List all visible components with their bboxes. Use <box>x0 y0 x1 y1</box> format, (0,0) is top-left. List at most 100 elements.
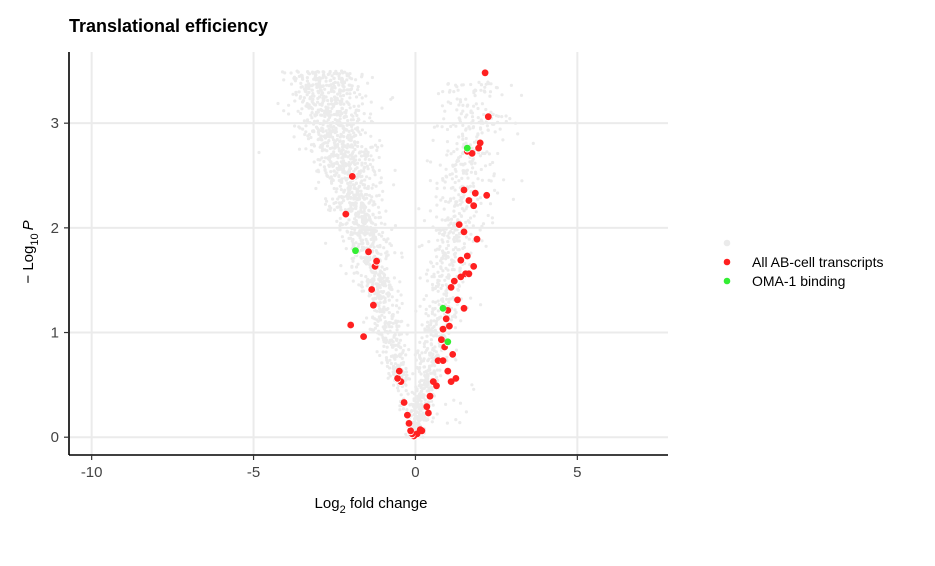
point-background <box>449 221 453 225</box>
point-background <box>458 421 462 425</box>
point-background <box>444 402 448 406</box>
point-background <box>404 353 408 357</box>
point-background <box>318 163 322 167</box>
point-background <box>331 121 335 125</box>
point-background <box>485 150 489 154</box>
point-background <box>390 295 394 299</box>
point-background <box>414 309 418 313</box>
point-background <box>451 185 455 190</box>
point-background <box>351 279 355 283</box>
point-background <box>302 119 306 123</box>
point-background <box>501 138 505 142</box>
point-background <box>496 151 500 156</box>
point-background <box>435 255 439 259</box>
point-background <box>352 197 356 201</box>
point-background <box>428 209 432 213</box>
point-background <box>405 408 409 412</box>
point-background <box>441 240 445 244</box>
point-background <box>384 251 388 255</box>
point-background <box>344 128 348 132</box>
point-background <box>348 92 352 96</box>
point-ab-cell-7 <box>460 186 468 194</box>
point-background <box>357 242 361 246</box>
point-background <box>373 296 377 300</box>
point-background <box>367 208 371 212</box>
point-background <box>323 141 327 145</box>
point-background <box>339 180 343 184</box>
point-background <box>397 306 401 310</box>
point-background <box>324 171 328 175</box>
point-background <box>453 188 457 192</box>
point-background <box>480 224 484 228</box>
point-ab-cell-1 <box>484 113 492 121</box>
point-background <box>381 350 385 354</box>
point-background <box>399 293 403 297</box>
point-background <box>446 216 450 220</box>
point-background <box>472 214 476 218</box>
point-ab-cell-54 <box>347 321 355 329</box>
point-background <box>404 370 409 374</box>
point-background <box>293 77 297 81</box>
point-background <box>428 304 432 308</box>
point-background <box>469 110 473 114</box>
point-background <box>467 125 471 129</box>
point-background <box>363 178 367 182</box>
point-background <box>375 282 379 286</box>
point-background <box>293 124 297 128</box>
point-background <box>417 367 421 371</box>
point-background <box>387 311 391 315</box>
point-background <box>300 75 304 80</box>
point-background <box>317 128 321 132</box>
point-background <box>409 410 413 414</box>
point-background <box>432 275 436 279</box>
point-background <box>420 323 424 327</box>
point-background <box>305 118 310 122</box>
point-background <box>400 361 404 365</box>
point-background <box>468 160 472 164</box>
point-background <box>464 410 468 414</box>
point-background <box>438 163 442 167</box>
point-background <box>408 403 412 407</box>
point-background <box>435 368 439 372</box>
x-tick-label-1: -5 <box>247 464 260 481</box>
point-background <box>393 343 397 347</box>
point-background <box>429 338 433 342</box>
point-background <box>368 255 372 259</box>
point-background <box>327 131 331 135</box>
point-ab-cell-20 <box>450 277 458 285</box>
point-background <box>358 150 362 154</box>
point-background <box>462 169 466 173</box>
point-background <box>352 169 356 173</box>
point-background <box>453 251 458 255</box>
point-background <box>464 207 468 211</box>
point-background <box>340 142 344 146</box>
point-background <box>382 344 386 348</box>
point-background <box>479 88 483 92</box>
point-background <box>442 186 446 190</box>
point-background <box>359 181 363 185</box>
point-background <box>459 319 463 323</box>
point-background <box>297 125 301 129</box>
point-background <box>479 167 483 172</box>
point-background <box>300 85 304 89</box>
point-background <box>282 78 286 82</box>
point-background <box>469 232 473 236</box>
point-background <box>334 127 338 131</box>
point-background <box>457 284 461 288</box>
point-background <box>324 79 328 83</box>
point-background <box>310 111 314 115</box>
point-background <box>459 214 463 218</box>
point-background <box>455 108 459 112</box>
background-points <box>257 69 535 439</box>
point-background <box>312 160 316 164</box>
point-background <box>331 154 335 158</box>
point-background <box>321 123 325 127</box>
point-background <box>345 88 349 92</box>
point-ab-cell-22 <box>454 296 461 304</box>
point-background <box>355 270 359 274</box>
point-background <box>338 89 342 93</box>
point-background <box>459 162 463 166</box>
point-background <box>452 150 456 154</box>
point-background <box>332 201 336 205</box>
point-background <box>382 273 387 277</box>
